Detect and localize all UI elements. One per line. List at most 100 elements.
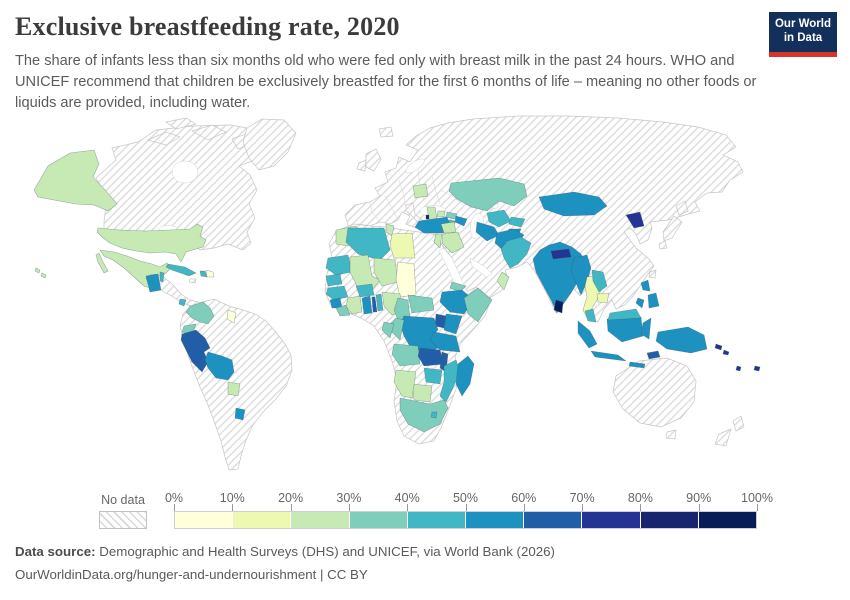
legend-bin-60-70%[interactable] [524,512,583,528]
country-timor-leste[interactable] [646,350,661,360]
region-jamaica-no-data [188,278,197,284]
country-chad[interactable] [395,261,417,298]
country-uzbekistan[interactable] [486,209,512,228]
country-dominican-republic[interactable] [205,269,215,278]
country-usa[interactable] [96,223,207,263]
country-botswana[interactable] [411,383,433,403]
country-niger[interactable] [373,257,399,287]
country-philippines[interactable] [647,292,660,309]
country-indonesia-sulawesi[interactable] [640,317,652,340]
country-mauritania[interactable] [325,254,353,276]
region-uk-no-data[interactable] [365,148,382,172]
legend-bin-40-50%[interactable] [407,512,467,528]
legend-bin-0-10%[interactable] [175,512,234,528]
country-burkina-faso[interactable] [355,283,375,298]
country-mozambique[interactable] [439,359,461,403]
region-japan-no-data[interactable] [658,240,668,250]
country-usa-alaska[interactable] [33,149,118,212]
country-togo[interactable] [371,296,378,313]
country-senegal[interactable] [325,273,343,287]
country-indonesia-java[interactable] [590,350,628,362]
region-japan-no-data[interactable] [662,215,683,242]
country-ghana[interactable] [361,295,373,315]
legend-bin-70-80%[interactable] [582,512,641,528]
country-oman[interactable] [496,271,510,291]
country-philippines[interactable] [640,279,651,292]
legend-bin-10-20%[interactable] [233,512,292,528]
country-mongolia[interactable] [538,191,608,217]
legend-bin-90-100%[interactable] [698,512,757,528]
country-south-africa[interactable] [399,397,449,433]
country-benin[interactable] [375,293,384,312]
country-uruguay[interactable] [234,407,246,421]
country-cuba[interactable] [165,263,197,277]
country-gabon[interactable] [381,321,395,339]
legend-bin-80-90%[interactable] [640,512,699,528]
region-iceland-no-data[interactable] [378,126,394,138]
legend-bar[interactable] [174,511,757,529]
country-nepal[interactable] [550,248,572,260]
country-zimbabwe[interactable] [423,367,443,385]
legend-bin-50-60%[interactable] [466,512,525,528]
region-taiwan-no-data[interactable] [648,269,657,279]
country-belize[interactable] [159,271,165,283]
country-bolivia[interactable] [204,351,235,381]
country-indonesia-sumatra[interactable] [577,320,598,349]
country-cambodia[interactable] [596,292,610,304]
country-guatemala[interactable] [145,273,162,293]
country-philippines[interactable] [635,297,645,309]
region-new-zealand-no-data[interactable] [732,415,745,432]
country-cote-divoire[interactable] [345,295,363,315]
country-congo[interactable] [389,317,405,341]
country-moldova[interactable] [436,210,446,218]
country-new-guinea[interactable] [655,326,708,354]
country-haiti[interactable] [199,270,208,278]
country-madagascar[interactable] [455,355,475,397]
country-myanmar[interactable] [570,254,592,296]
country-tanzania[interactable] [429,331,461,353]
country-kazakhstan[interactable] [448,177,528,212]
country-namibia[interactable] [393,369,417,399]
country-ethiopia[interactable] [439,289,475,315]
country-north-korea[interactable] [625,211,645,229]
country-mali[interactable] [349,254,381,291]
legend-bin-20-30%[interactable] [291,512,350,528]
no-data-swatch[interactable] [99,511,147,529]
country-laos[interactable] [591,269,608,293]
country-indonesia-kalimantan[interactable] [606,316,644,343]
region-ireland-no-data[interactable] [356,159,367,172]
world-map[interactable] [0,110,850,485]
country-costa-rica[interactable] [178,298,187,307]
region-australia-no-data[interactable] [612,357,697,428]
license-line[interactable]: OurWorldinData.org/hunger-and-undernouri… [15,566,368,582]
region-eurasia-no-data[interactable] [344,115,744,323]
owid-logo[interactable]: Our World in Data [769,12,837,57]
country-liberia[interactable] [335,304,351,317]
country-pakistan[interactable] [500,236,532,269]
country-sri-lanka[interactable] [553,299,564,314]
region-greenland-no-data[interactable] [242,118,297,171]
legend-bin-30-40%[interactable] [349,512,408,528]
country-syria[interactable] [440,221,457,234]
country-belarus[interactable] [412,183,429,199]
country-zambia[interactable] [417,347,445,367]
country-georgia[interactable] [445,211,458,220]
region-new-zealand-no-data[interactable] [714,428,732,447]
region-japan-no-data[interactable] [675,200,689,216]
country-azerbaijan[interactable] [454,215,468,227]
country-iraq[interactable] [441,231,465,254]
country-malaysia-borneo[interactable] [607,308,642,321]
country-central-african-republic[interactable] [407,294,435,314]
country-colombia[interactable] [185,301,215,325]
country-angola[interactable] [391,343,421,367]
country-jordan[interactable] [433,233,443,249]
country-kyrgyzstan[interactable] [508,216,526,228]
country-turkmenistan[interactable] [475,221,500,242]
country-somalia[interactable] [463,287,493,323]
country-libya[interactable] [389,232,416,259]
country-guinea[interactable] [325,285,349,301]
legend-tick-mark [523,504,525,511]
country-malaysia[interactable] [584,308,597,323]
country-paraguay[interactable] [227,381,241,397]
country-guyana[interactable] [226,309,237,324]
